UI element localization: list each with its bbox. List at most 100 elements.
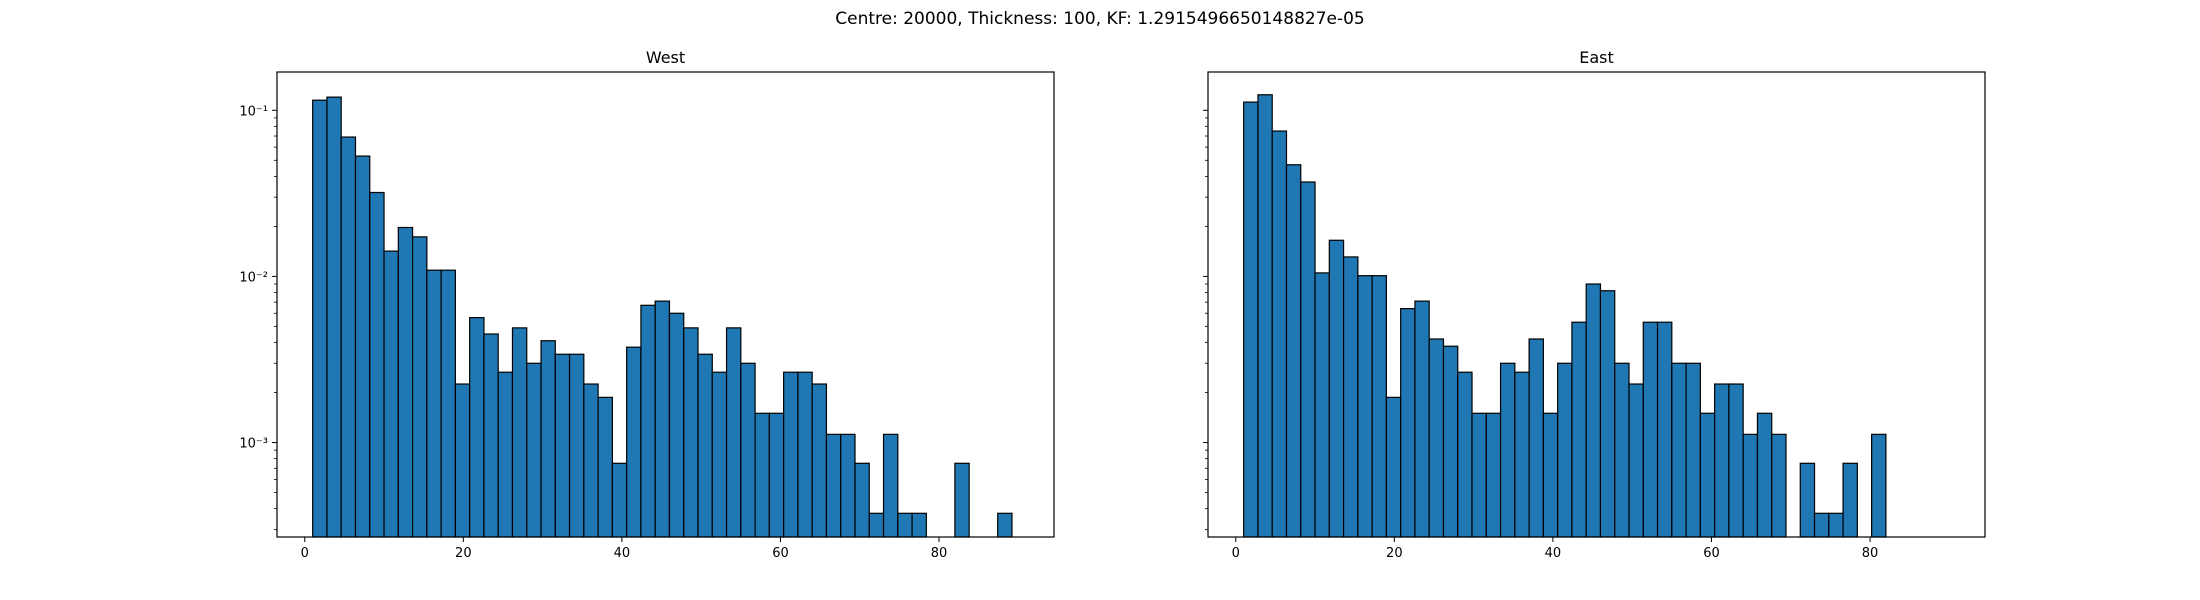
west-x-tick-label: 20: [455, 546, 472, 561]
west-histogram-bar: [711, 371, 728, 538]
east-histogram-bar: [1485, 412, 1502, 538]
west-histogram-bar: [783, 371, 799, 538]
west-histogram-bar: [511, 327, 528, 538]
east-histogram-bar: [1828, 512, 1844, 538]
east-histogram-bar: [1714, 383, 1730, 538]
west-histogram-bar: [354, 155, 371, 538]
east-histogram-bar: [1385, 396, 1402, 538]
west-histogram-bar: [340, 136, 357, 538]
west-histogram-bar: [312, 99, 328, 538]
east-histogram-bar: [1842, 462, 1858, 538]
west-histogram-bar: [426, 269, 442, 538]
east-histogram-bar: [1314, 272, 1330, 538]
east-histogram-bar: [1328, 239, 1345, 538]
west-histogram-bar: [497, 371, 514, 538]
east-histogram-bar: [1542, 412, 1559, 538]
east-histogram-bar: [1656, 321, 1673, 538]
east-histogram-bar: [1300, 181, 1316, 538]
east-histogram-bar: [1642, 321, 1659, 538]
west-histogram-bar: [626, 346, 642, 538]
east-histogram-bar: [1357, 275, 1373, 538]
west-histogram-bar: [854, 462, 870, 538]
west-x-tick-label: 0: [301, 546, 309, 561]
west-panel-title: West: [646, 48, 685, 67]
west-histogram-bar: [469, 317, 485, 538]
west-histogram-bar: [725, 327, 742, 538]
west-histogram-bar: [583, 383, 599, 538]
east-histogram-bar: [1628, 383, 1644, 538]
west-x-tick-label: 80: [931, 546, 948, 561]
west-histogram-bar: [954, 462, 970, 538]
east-histogram-bar: [1685, 362, 1701, 538]
west-histogram-bar: [440, 269, 456, 538]
west-y-tick-label: 10⁻¹: [239, 104, 268, 119]
east-histogram-bar: [1243, 101, 1259, 538]
east-panel-title: East: [1579, 48, 1614, 67]
west-histogram-bar: [882, 433, 899, 538]
west-histogram-bar: [383, 250, 399, 538]
east-histogram-bar: [1728, 383, 1744, 538]
east-histogram-bar: [1614, 362, 1630, 538]
west-histogram-bar: [697, 353, 713, 538]
east-x-tick-label: 80: [1862, 546, 1879, 561]
west-histogram-bar: [868, 512, 885, 538]
east-histogram-bar: [1599, 290, 1616, 538]
east-histogram-bar: [1457, 371, 1473, 538]
west-histogram-bar: [540, 340, 556, 538]
figure-suptitle: Centre: 20000, Thickness: 100, KF: 1.291…: [835, 9, 1365, 29]
west-histogram-bar: [754, 412, 770, 538]
east-histogram-bar: [1871, 433, 1887, 538]
west-histogram-bar: [369, 191, 385, 538]
west-x-tick-label: 60: [772, 546, 789, 561]
west-histogram-bar: [411, 236, 428, 538]
west-histogram-bar: [568, 353, 585, 538]
west-x-tick-label: 40: [614, 546, 631, 561]
east-x-tick-label: 20: [1386, 546, 1403, 561]
panel-east: East 0 20 40 60 80: [1203, 48, 1986, 561]
west-histogram-bar: [797, 371, 813, 538]
panel-west: West 0 20 40 60 80 10⁻³ 10⁻² 10⁻¹: [239, 48, 1055, 561]
east-histogram-bar: [1442, 345, 1459, 538]
east-histogram-bar: [1342, 256, 1359, 538]
east-histogram-bar: [1699, 412, 1716, 538]
east-histogram-bar: [1285, 164, 1302, 538]
east-histogram-bar: [1371, 275, 1387, 538]
west-histogram-bar: [654, 300, 671, 538]
east-histogram-bar: [1271, 130, 1288, 538]
east-histogram-bar: [1257, 94, 1273, 538]
east-x-tick-label: 40: [1545, 546, 1562, 561]
west-histogram-bar: [397, 226, 414, 538]
east-histogram-bar: [1414, 300, 1430, 538]
east-histogram-bar: [1400, 308, 1416, 538]
east-histogram-bar: [1528, 338, 1544, 538]
east-histogram-bar: [1499, 362, 1516, 538]
east-histogram-bar: [1671, 362, 1687, 538]
west-histogram-bar: [768, 412, 785, 538]
east-histogram-bar: [1428, 338, 1445, 538]
east-x-tick-label: 60: [1703, 546, 1720, 561]
east-x-tick-label: 0: [1232, 546, 1240, 561]
east-histogram-bar: [1742, 433, 1759, 538]
west-histogram-bar: [554, 353, 571, 538]
east-axes-frame: [1207, 71, 1986, 538]
east-histogram-bar: [1771, 433, 1787, 538]
east-histogram-bar: [1756, 412, 1773, 538]
east-histogram-bar: [1514, 371, 1530, 538]
west-histogram-bar: [840, 433, 856, 538]
west-histogram-bar: [483, 333, 499, 538]
west-axes-frame: [276, 71, 1055, 538]
east-histogram-bar: [1471, 412, 1487, 538]
west-histogram-bar: [825, 433, 842, 538]
west-histogram-bar: [611, 462, 628, 538]
west-y-tick-label: 10⁻³: [239, 437, 268, 452]
west-y-tick-label: 10⁻²: [239, 270, 268, 285]
west-histogram-bar: [911, 512, 927, 538]
east-histogram-bar: [1557, 362, 1573, 538]
east-histogram-bar: [1799, 462, 1816, 538]
east-histogram-bar: [1585, 283, 1602, 538]
west-histogram-bar: [668, 312, 685, 538]
west-histogram-bar: [897, 512, 913, 538]
east-histogram-bar: [1571, 321, 1587, 538]
west-histogram-bar: [997, 512, 1013, 538]
